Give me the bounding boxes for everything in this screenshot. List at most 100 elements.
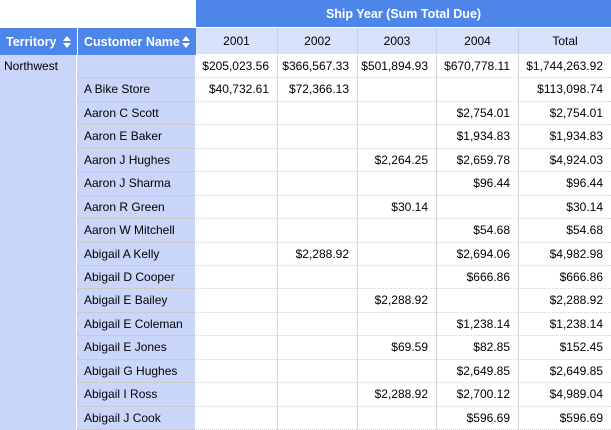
value-cell: $2,700.12 [436, 383, 518, 407]
value-cell [436, 78, 518, 102]
value-cell: $1,934.83 [518, 125, 611, 149]
value-cell: $96.44 [436, 172, 518, 196]
table-row: $54.68 $54.68 [196, 219, 611, 243]
value-cell: $2,754.01 [518, 101, 611, 126]
customer-name-cell: Abigail E Bailey [77, 289, 195, 313]
value-cell: $30.14 [357, 195, 436, 220]
value-cell: $666.86 [436, 265, 518, 290]
value-cell [436, 289, 518, 313]
value-cell [357, 78, 436, 102]
value-cell [196, 407, 277, 430]
customer-name-cell: Abigail E Coleman [77, 313, 195, 337]
territory-column-header: Territory [0, 28, 77, 55]
customer-name-cell: Aaron R Green [77, 196, 195, 220]
table-row: $2,754.01 $2,754.01 [196, 101, 611, 126]
value-cell [436, 195, 518, 220]
value-cell [277, 289, 357, 313]
value-cell [196, 289, 277, 313]
value-cell [277, 148, 357, 173]
value-cell: $670,778.11 [436, 55, 518, 79]
value-cell: $54.68 [436, 219, 518, 243]
value-cell [357, 359, 436, 384]
year-header-row: 2001 2002 2003 2004 Total [196, 28, 611, 55]
value-cell: $82.85 [436, 336, 518, 360]
value-cell [277, 336, 357, 360]
customer-name-cell: Abigail I Ross [77, 383, 195, 407]
value-cell: $596.69 [436, 406, 518, 430]
customer-name-cell: Aaron E Baker [77, 125, 195, 149]
customer-name-cell: Abigail J Cook [77, 407, 195, 430]
year-header-2004: 2004 [436, 28, 518, 54]
territory-column-header-label: Territory [6, 34, 57, 49]
value-cell [357, 312, 436, 337]
value-cell [277, 265, 357, 290]
table-row: $205,023.56 $366,567.33 $501,894.93 $670,77… [196, 55, 611, 79]
column-group-header-label: Ship Year (Sum Total Due) [325, 6, 482, 21]
value-cell: $596.69 [518, 406, 611, 430]
sort-down-icon [63, 42, 71, 48]
value-cell: $96.44 [518, 172, 611, 196]
customer-name-cell: Aaron J Hughes [77, 149, 195, 173]
value-cell: $2,288.92 [357, 289, 436, 313]
table-row: $1,238.14 $1,238.14 [196, 312, 611, 337]
value-cell: $2,288.92 [357, 383, 436, 407]
table-row: $40,732.61 $72,366.13 $113,098.74 [196, 78, 611, 102]
territory-row-label: Northwest [0, 55, 77, 430]
customer-name-cell [77, 55, 195, 79]
value-cell: $1,934.83 [436, 125, 518, 149]
sort-up-icon [182, 35, 190, 41]
value-cell: $2,649.85 [518, 359, 611, 384]
value-cell: $2,288.92 [277, 242, 357, 266]
value-cell: $2,659.78 [436, 148, 518, 173]
column-group-header: Ship Year (Sum Total Due) [196, 0, 611, 28]
value-cell [196, 125, 277, 149]
table-row: $96.44 $96.44 [196, 172, 611, 196]
table-row: $2,264.25 $2,659.78 $4,924.03 [196, 148, 611, 173]
value-cell [196, 360, 277, 384]
customer-sort-button[interactable] [181, 34, 191, 50]
value-cell: $205,023.56 [196, 55, 277, 79]
table-row: $666.86 $666.86 [196, 265, 611, 290]
territory-sort-button[interactable] [62, 34, 72, 50]
value-cell: $30.14 [518, 195, 611, 220]
value-cell [196, 313, 277, 337]
value-cell [277, 172, 357, 196]
table-row: $1,934.83 $1,934.83 [196, 125, 611, 149]
value-cell [196, 243, 277, 266]
sort-up-icon [63, 35, 71, 41]
table-row: $596.69 $596.69 [196, 406, 611, 430]
value-cell [357, 125, 436, 149]
customer-name-cell: Abigail G Hughes [77, 360, 195, 384]
value-cell: $1,238.14 [518, 312, 611, 337]
value-cell: $2,694.06 [436, 242, 518, 266]
year-header-total: Total [518, 28, 611, 54]
value-cell [357, 172, 436, 196]
value-cell [277, 101, 357, 126]
value-cell: $501,894.93 [357, 55, 436, 79]
year-header-2002: 2002 [277, 28, 357, 54]
value-cell: $69.59 [357, 336, 436, 360]
table-row: $2,288.92 $2,700.12 $4,989.04 [196, 383, 611, 407]
table-row: $30.14 $30.14 [196, 195, 611, 220]
customer-name-cell: Aaron W Mitchell [77, 219, 195, 243]
customer-name-cell: Abigail E Jones [77, 336, 195, 360]
value-cell [277, 195, 357, 220]
value-cell [196, 336, 277, 360]
customer-name-cell: Aaron C Scott [77, 102, 195, 126]
value-cell: $2,288.92 [518, 289, 611, 313]
value-cell: $4,982.98 [518, 242, 611, 266]
value-cell [196, 383, 277, 407]
value-cell [277, 383, 357, 407]
value-cell: $1,238.14 [436, 312, 518, 337]
customer-name-cell: Aaron J Sharma [77, 172, 195, 196]
value-cell [357, 406, 436, 430]
value-cell [196, 149, 277, 173]
pivot-corner-spacer [0, 0, 196, 28]
customer-column: A Bike Store Aaron C Scott Aaron E Baker Aa… [77, 55, 196, 430]
value-cell: $2,649.85 [436, 359, 518, 384]
value-cell: $2,754.01 [436, 101, 518, 126]
customer-name-cell: A Bike Store [77, 78, 195, 102]
value-cell [277, 219, 357, 243]
value-cell: $54.68 [518, 219, 611, 243]
